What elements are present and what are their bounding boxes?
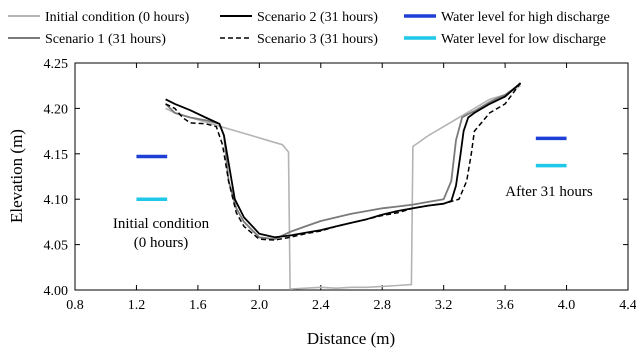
legend-label-high-discharge: Water level for high discharge bbox=[441, 10, 610, 25]
legend-label-scenario-2: Scenario 2 (31 hours) bbox=[257, 10, 378, 25]
x-tick-label: 2.4 bbox=[312, 298, 330, 313]
x-axis-label: Distance (m) bbox=[307, 329, 395, 348]
x-tick-label: 2.0 bbox=[251, 298, 269, 313]
y-tick-label: 4.15 bbox=[44, 148, 69, 163]
y-axis-label: Elevation (m) bbox=[7, 129, 26, 223]
series-initial-line bbox=[165, 85, 521, 290]
legend-entry-scenario-2: Scenario 2 (31 hours) bbox=[220, 10, 378, 25]
plot-frame bbox=[74, 62, 629, 291]
x-tick-label: 3.2 bbox=[435, 298, 453, 313]
legend-entry-high-discharge: Water level for high discharge bbox=[404, 10, 610, 25]
legend-label-scenario-1: Scenario 1 (31 hours) bbox=[45, 32, 166, 47]
y-tick-label: 4.20 bbox=[44, 102, 69, 117]
water-level-markers bbox=[136, 136, 567, 201]
series-lines bbox=[164, 82, 522, 290]
legend-label-initial: Initial condition (0 hours) bbox=[45, 10, 190, 25]
series-scenario-2-line bbox=[165, 82, 522, 239]
legend-entry-low-discharge: Water level for low discharge bbox=[404, 32, 606, 47]
legend-label-scenario-3: Scenario 3 (31 hours) bbox=[257, 32, 378, 47]
annotation-initial-line2: (0 hours) bbox=[134, 235, 189, 251]
legend-entry-initial: Initial condition (0 hours) bbox=[8, 10, 190, 25]
x-tick-label: 1.2 bbox=[128, 298, 146, 313]
legend: Initial condition (0 hours) Scenario 1 (… bbox=[8, 10, 610, 47]
series-scenario-1-line bbox=[164, 83, 522, 241]
legend-entry-scenario-3: Scenario 3 (31 hours) bbox=[220, 32, 378, 47]
y-tick-label: 4.00 bbox=[44, 284, 69, 299]
x-tick-label: 3.6 bbox=[496, 298, 514, 313]
x-tick-label: 4.0 bbox=[558, 298, 576, 313]
legend-entry-scenario-1: Scenario 1 (31 hours) bbox=[8, 32, 166, 47]
annotation-after: After 31 hours bbox=[505, 184, 593, 200]
x-tick-label: 2.8 bbox=[373, 298, 391, 313]
axis-ticks: 0.8 1.2 1.6 2.0 2.4 2.8 3.2 3.6 4.0 4.4 4.00 4.05 4.… bbox=[44, 57, 636, 313]
x-tick-label: 4.4 bbox=[619, 298, 636, 313]
x-tick-label: 0.8 bbox=[66, 298, 84, 313]
y-tick-label: 4.10 bbox=[44, 193, 69, 208]
x-tick-label: 1.6 bbox=[189, 298, 207, 313]
annotation-initial-line1: Initial condition bbox=[113, 216, 210, 232]
legend-label-low-discharge: Water level for low discharge bbox=[441, 32, 606, 47]
y-tick-label: 4.25 bbox=[44, 57, 69, 72]
series-scenario-3-line bbox=[165, 82, 522, 241]
y-tick-label: 4.05 bbox=[44, 239, 69, 254]
